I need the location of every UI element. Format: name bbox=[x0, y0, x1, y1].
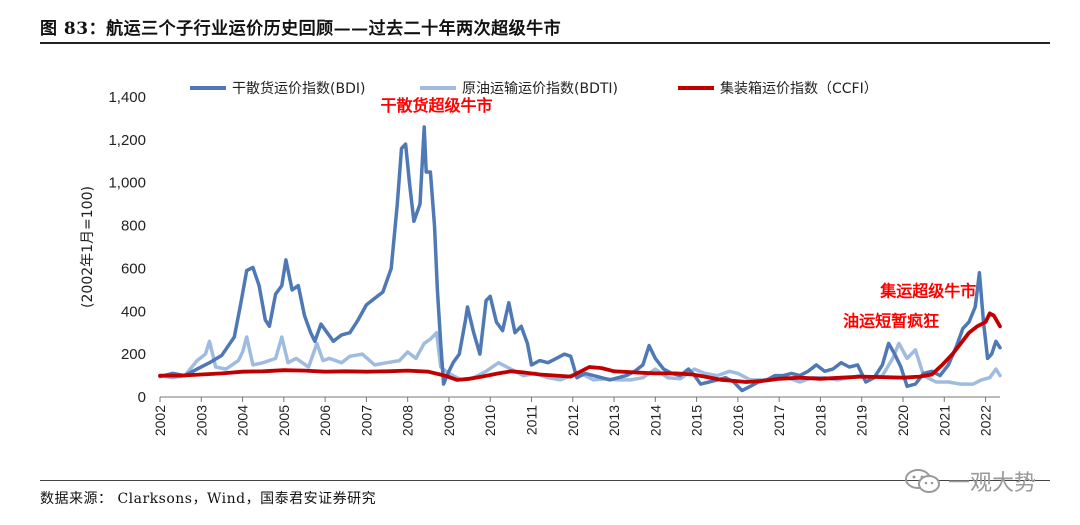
x-tick-label: 2005 bbox=[276, 405, 292, 436]
x-tick-label: 2014 bbox=[647, 405, 663, 436]
series-line-ccfi bbox=[158, 311, 1002, 384]
y-tick-label: 1,400 bbox=[108, 89, 146, 106]
y-tick-label: 1,000 bbox=[108, 175, 146, 192]
y-tick-label: 200 bbox=[121, 346, 146, 363]
source-note: 数据来源： Clarksons，Wind，国泰君安证券研究 bbox=[40, 491, 377, 507]
plot-area bbox=[158, 125, 1002, 393]
x-tick-label: 2020 bbox=[895, 405, 911, 436]
annotation-label: 集运超级牛市 bbox=[879, 281, 976, 300]
legend-label-bdti: 原油运输运价指数(BDTI) bbox=[462, 81, 618, 97]
x-tick-label: 2011 bbox=[523, 405, 539, 435]
wechat-icon bbox=[905, 469, 940, 493]
legend-label-bdi: 干散货运价指数(BDI) bbox=[232, 80, 365, 97]
x-tick-label: 2004 bbox=[235, 405, 251, 436]
x-tick-label: 2003 bbox=[193, 405, 209, 436]
watermark-text: 一观大势 bbox=[948, 471, 1037, 496]
title-divider bbox=[40, 42, 1050, 44]
annotation-label: 油运短暂疯狂 bbox=[843, 311, 939, 330]
x-tick-label: 2019 bbox=[854, 405, 870, 436]
x-axis: 2002 2003 2004 2005 2006 2007 2008 2009 2010 2011… bbox=[152, 396, 1000, 436]
x-tick-label: 2012 bbox=[565, 405, 581, 436]
x-tick-label: 2018 bbox=[812, 405, 828, 436]
legend: 干散货运价指数(BDI) 原油运输运价指数(BDTI) 集装箱运价指数（CCFI） bbox=[190, 80, 878, 97]
x-tick-label: 2021 bbox=[936, 405, 952, 436]
y-axis-label: (2002年1月=100) bbox=[80, 186, 96, 308]
x-tick-label: 2009 bbox=[441, 405, 457, 436]
annotation-label: 干散货超级牛市 bbox=[381, 96, 493, 115]
legend-label-ccfi: 集装箱运价指数（CCFI） bbox=[720, 80, 878, 97]
x-tick-label: 2007 bbox=[358, 405, 374, 436]
x-tick-label: 2010 bbox=[482, 405, 498, 436]
y-tick-label: 400 bbox=[121, 303, 146, 320]
x-tick-label: 2006 bbox=[317, 405, 333, 436]
series-line-bdi bbox=[158, 125, 1002, 393]
y-tick-label: 800 bbox=[121, 218, 146, 235]
y-tick-label: 0 bbox=[138, 389, 146, 406]
y-tick-label: 1,200 bbox=[108, 132, 146, 149]
x-tick-label: 2002 bbox=[152, 405, 168, 436]
x-tick-label: 2013 bbox=[606, 405, 622, 436]
watermark: 一观大势 bbox=[904, 465, 1036, 497]
y-axis: 0 200 400 600 800 1,000 1,200 1,400 bbox=[108, 89, 146, 406]
x-tick-label: 2022 bbox=[978, 405, 994, 436]
source-divider bbox=[40, 480, 1050, 481]
x-tick-label: 2017 bbox=[771, 405, 787, 436]
figure-title: 图 83：航运三个子行业运价历史回顾——过去二十年两次超级牛市 bbox=[40, 19, 562, 39]
x-tick-label: 2016 bbox=[730, 405, 746, 436]
y-axis-title: (2002年1月=100) bbox=[80, 186, 96, 308]
x-tick-label: 2015 bbox=[689, 405, 705, 436]
x-tick-label: 2008 bbox=[400, 405, 416, 436]
y-tick-label: 600 bbox=[121, 260, 146, 277]
